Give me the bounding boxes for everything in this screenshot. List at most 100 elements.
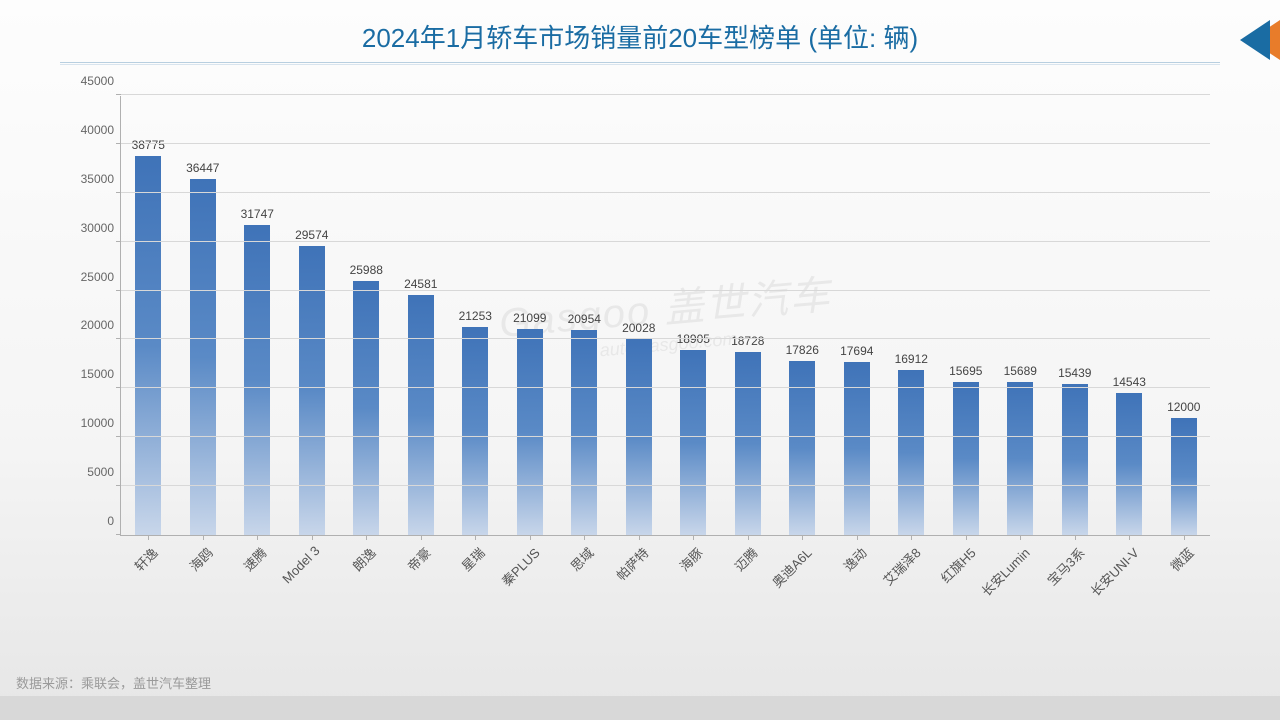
bar-chart: Gasgoo 盖世汽车 auto.gasgoo.com 38775轩逸36447… <box>60 86 1220 626</box>
y-tick <box>116 436 121 437</box>
bar-value-label: 24581 <box>404 277 437 291</box>
bar: 25988 <box>353 281 379 535</box>
bar-value-label: 17694 <box>840 344 873 358</box>
y-tick <box>116 143 121 144</box>
x-axis-label: 思域 <box>566 543 598 575</box>
x-axis-label: 朗逸 <box>348 543 380 575</box>
x-axis-label: 帕萨特 <box>611 543 652 584</box>
x-axis-label: Model 3 <box>279 543 322 586</box>
bar: 21253 <box>462 327 488 535</box>
y-axis-label: 45000 <box>66 74 114 88</box>
bar-value-label: 36447 <box>186 161 219 175</box>
x-tick <box>148 535 149 540</box>
x-tick <box>1020 535 1021 540</box>
bar-value-label: 12000 <box>1167 400 1200 414</box>
x-tick <box>911 535 912 540</box>
y-tick <box>116 192 121 193</box>
grid-line <box>121 94 1210 95</box>
bar-value-label: 21253 <box>459 309 492 323</box>
bar: 38775 <box>135 156 161 535</box>
grid-line <box>121 290 1210 291</box>
bar: 15689 <box>1007 382 1033 535</box>
bar-value-label: 20954 <box>568 312 601 326</box>
bar-value-label: 15695 <box>949 364 982 378</box>
bar-value-label: 20028 <box>622 321 655 335</box>
x-tick <box>966 535 967 540</box>
grid-line <box>121 436 1210 437</box>
bar-value-label: 15439 <box>1058 366 1091 380</box>
y-tick <box>116 485 121 486</box>
x-tick <box>475 535 476 540</box>
x-axis-label: 长安Lumin <box>977 543 1034 600</box>
y-tick <box>116 241 121 242</box>
grid-line <box>121 485 1210 486</box>
footer-bar <box>0 696 1280 720</box>
bar: 15695 <box>953 382 979 535</box>
x-axis-label: 速腾 <box>239 543 271 575</box>
x-axis-label: 帝豪 <box>402 543 434 575</box>
y-axis-label: 10000 <box>66 416 114 430</box>
plot-area: Gasgoo 盖世汽车 auto.gasgoo.com 38775轩逸36447… <box>120 96 1210 536</box>
bar-value-label: 15689 <box>1004 364 1037 378</box>
y-axis-label: 40000 <box>66 123 114 137</box>
x-tick <box>421 535 422 540</box>
x-tick <box>312 535 313 540</box>
bar: 18905 <box>680 350 706 535</box>
x-axis-label: 星瑞 <box>457 543 489 575</box>
x-axis-label: 迈腾 <box>729 543 761 575</box>
bar: 14543 <box>1116 393 1142 535</box>
x-tick <box>693 535 694 540</box>
bar-value-label: 16912 <box>895 352 928 366</box>
y-tick <box>116 387 121 388</box>
bars-container: 38775轩逸36447海鸥31747速腾29574Model 325988朗逸… <box>121 96 1210 535</box>
grid-line <box>121 143 1210 144</box>
bar: 36447 <box>190 179 216 535</box>
x-axis-label: 轩逸 <box>130 543 162 575</box>
x-tick <box>1129 535 1130 540</box>
data-source-label: 数据来源：乘联会，盖世汽车整理 <box>16 673 211 692</box>
arrow-front <box>1240 20 1270 60</box>
grid-line <box>121 387 1210 388</box>
chart-title: 2024年1月轿车市场销量前20车型榜单 (单位: 辆) <box>362 18 918 55</box>
x-tick <box>802 535 803 540</box>
y-tick <box>116 534 121 535</box>
x-axis-label: 艾瑞泽8 <box>879 543 925 589</box>
x-tick <box>203 535 204 540</box>
x-axis-label: 秦PLUS <box>497 543 544 590</box>
y-tick <box>116 94 121 95</box>
y-tick <box>116 338 121 339</box>
bar-value-label: 17826 <box>786 343 819 357</box>
x-tick <box>1075 535 1076 540</box>
bar: 21099 <box>517 329 543 535</box>
x-tick <box>257 535 258 540</box>
x-axis-label: 逸动 <box>838 543 870 575</box>
x-tick <box>857 535 858 540</box>
y-axis-label: 35000 <box>66 172 114 186</box>
x-axis-label: 微蓝 <box>1165 543 1197 575</box>
x-axis-label: 海鸥 <box>184 543 216 575</box>
bar: 15439 <box>1062 384 1088 535</box>
bar: 24581 <box>408 295 434 535</box>
bar: 20954 <box>571 330 597 535</box>
bar-value-label: 18728 <box>731 334 764 348</box>
x-axis-label: 奥迪A6L <box>768 543 816 591</box>
bar-value-label: 25988 <box>350 263 383 277</box>
grid-line <box>121 192 1210 193</box>
grid-line <box>121 338 1210 339</box>
x-tick <box>366 535 367 540</box>
corner-arrow-icon <box>1220 20 1280 60</box>
bar: 18728 <box>735 352 761 535</box>
title-underline <box>60 62 1220 63</box>
x-axis-label: 长安UNI-V <box>1086 543 1143 600</box>
bar-value-label: 21099 <box>513 311 546 325</box>
bar: 31747 <box>244 225 270 535</box>
y-axis-label: 0 <box>66 514 114 528</box>
x-tick <box>748 535 749 540</box>
x-tick <box>530 535 531 540</box>
x-axis-label: 红旗H5 <box>936 543 980 587</box>
x-axis-label: 海豚 <box>675 543 707 575</box>
x-axis-label: 宝马3系 <box>1042 543 1088 589</box>
y-axis-label: 25000 <box>66 270 114 284</box>
y-axis-label: 20000 <box>66 318 114 332</box>
x-tick <box>639 535 640 540</box>
